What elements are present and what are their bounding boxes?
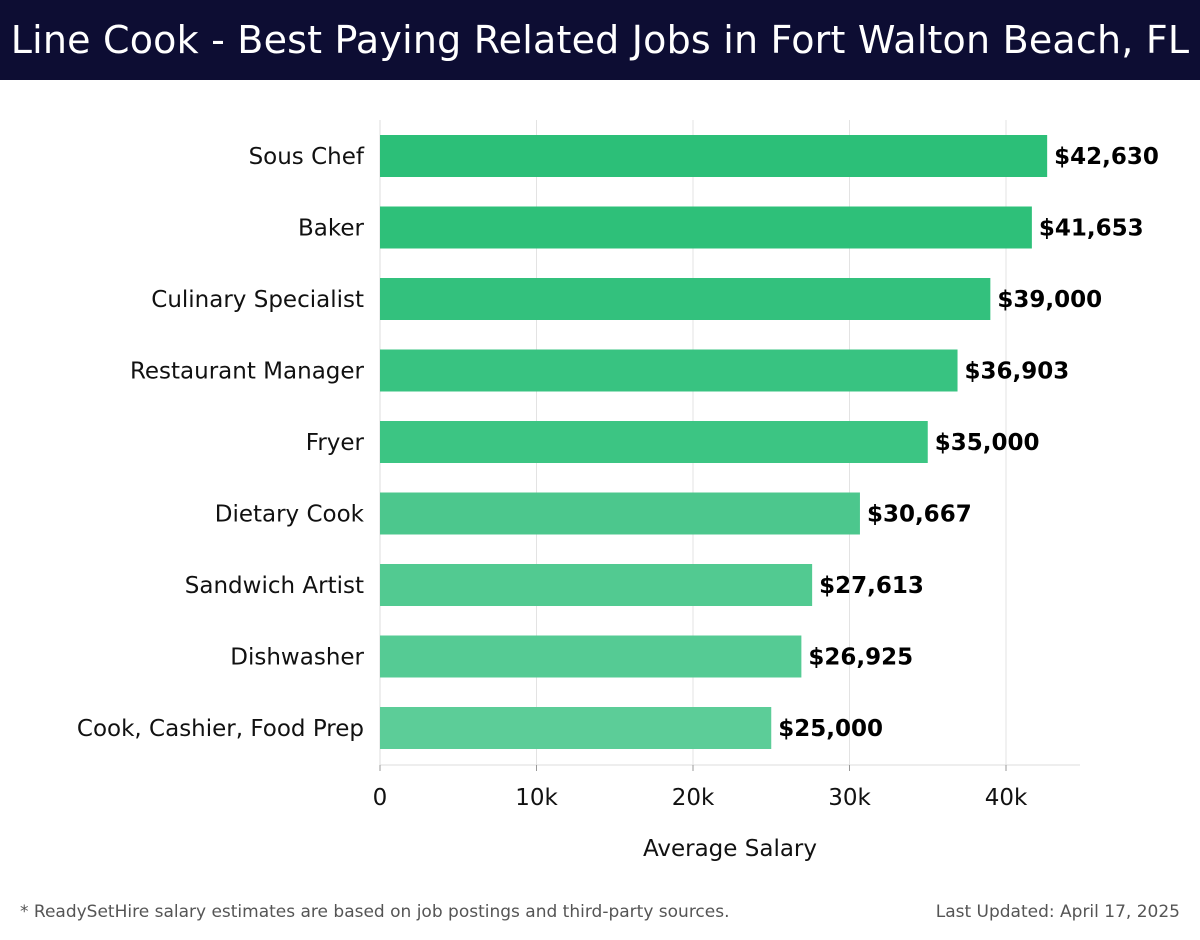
value-label: $25,000	[778, 716, 883, 742]
value-label: $27,613	[819, 573, 924, 599]
category-label: Culinary Specialist	[151, 287, 364, 313]
x-tick-label: 10k	[515, 785, 558, 811]
value-label: $36,903	[965, 359, 1070, 385]
value-label: $42,630	[1054, 144, 1159, 170]
bar	[380, 635, 802, 678]
category-label: Restaurant Manager	[130, 359, 365, 385]
value-label: $30,667	[867, 502, 972, 528]
x-axis-title: Average Salary	[643, 836, 817, 862]
x-tick-label: 40k	[985, 785, 1028, 811]
value-label: $26,925	[808, 645, 913, 671]
category-label: Baker	[298, 216, 365, 242]
bar	[380, 349, 958, 392]
value-label: $35,000	[935, 430, 1040, 456]
bar	[380, 206, 1032, 249]
last-updated: Last Updated: April 17, 2025	[935, 902, 1180, 922]
value-label: $41,653	[1039, 216, 1144, 242]
category-label: Sandwich Artist	[185, 573, 364, 599]
bar	[380, 135, 1048, 177]
bar	[380, 278, 991, 320]
chart-header: Line Cook - Best Paying Related Jobs in …	[0, 0, 1200, 80]
x-tick-label: 0	[373, 785, 388, 811]
bar	[380, 564, 813, 606]
bar-chart: 0 10k 20k 30k 40k Average Salary Sous Chef $42,…	[77, 120, 1159, 862]
x-tick-label: 20k	[672, 785, 715, 811]
category-label: Dietary Cook	[215, 502, 365, 528]
bar	[380, 492, 860, 535]
category-label: Cook, Cashier, Food Prep	[77, 716, 364, 742]
category-label: Fryer	[306, 430, 365, 456]
category-label: Dishwasher	[230, 645, 364, 671]
bar	[380, 421, 928, 463]
x-tick-label: 30k	[828, 785, 871, 811]
bar	[380, 707, 772, 749]
chart-title: Line Cook - Best Paying Related Jobs in …	[10, 18, 1190, 62]
footer-note: * ReadySetHire salary estimates are base…	[20, 902, 730, 922]
category-label: Sous Chef	[249, 144, 365, 170]
value-label: $39,000	[997, 287, 1102, 313]
